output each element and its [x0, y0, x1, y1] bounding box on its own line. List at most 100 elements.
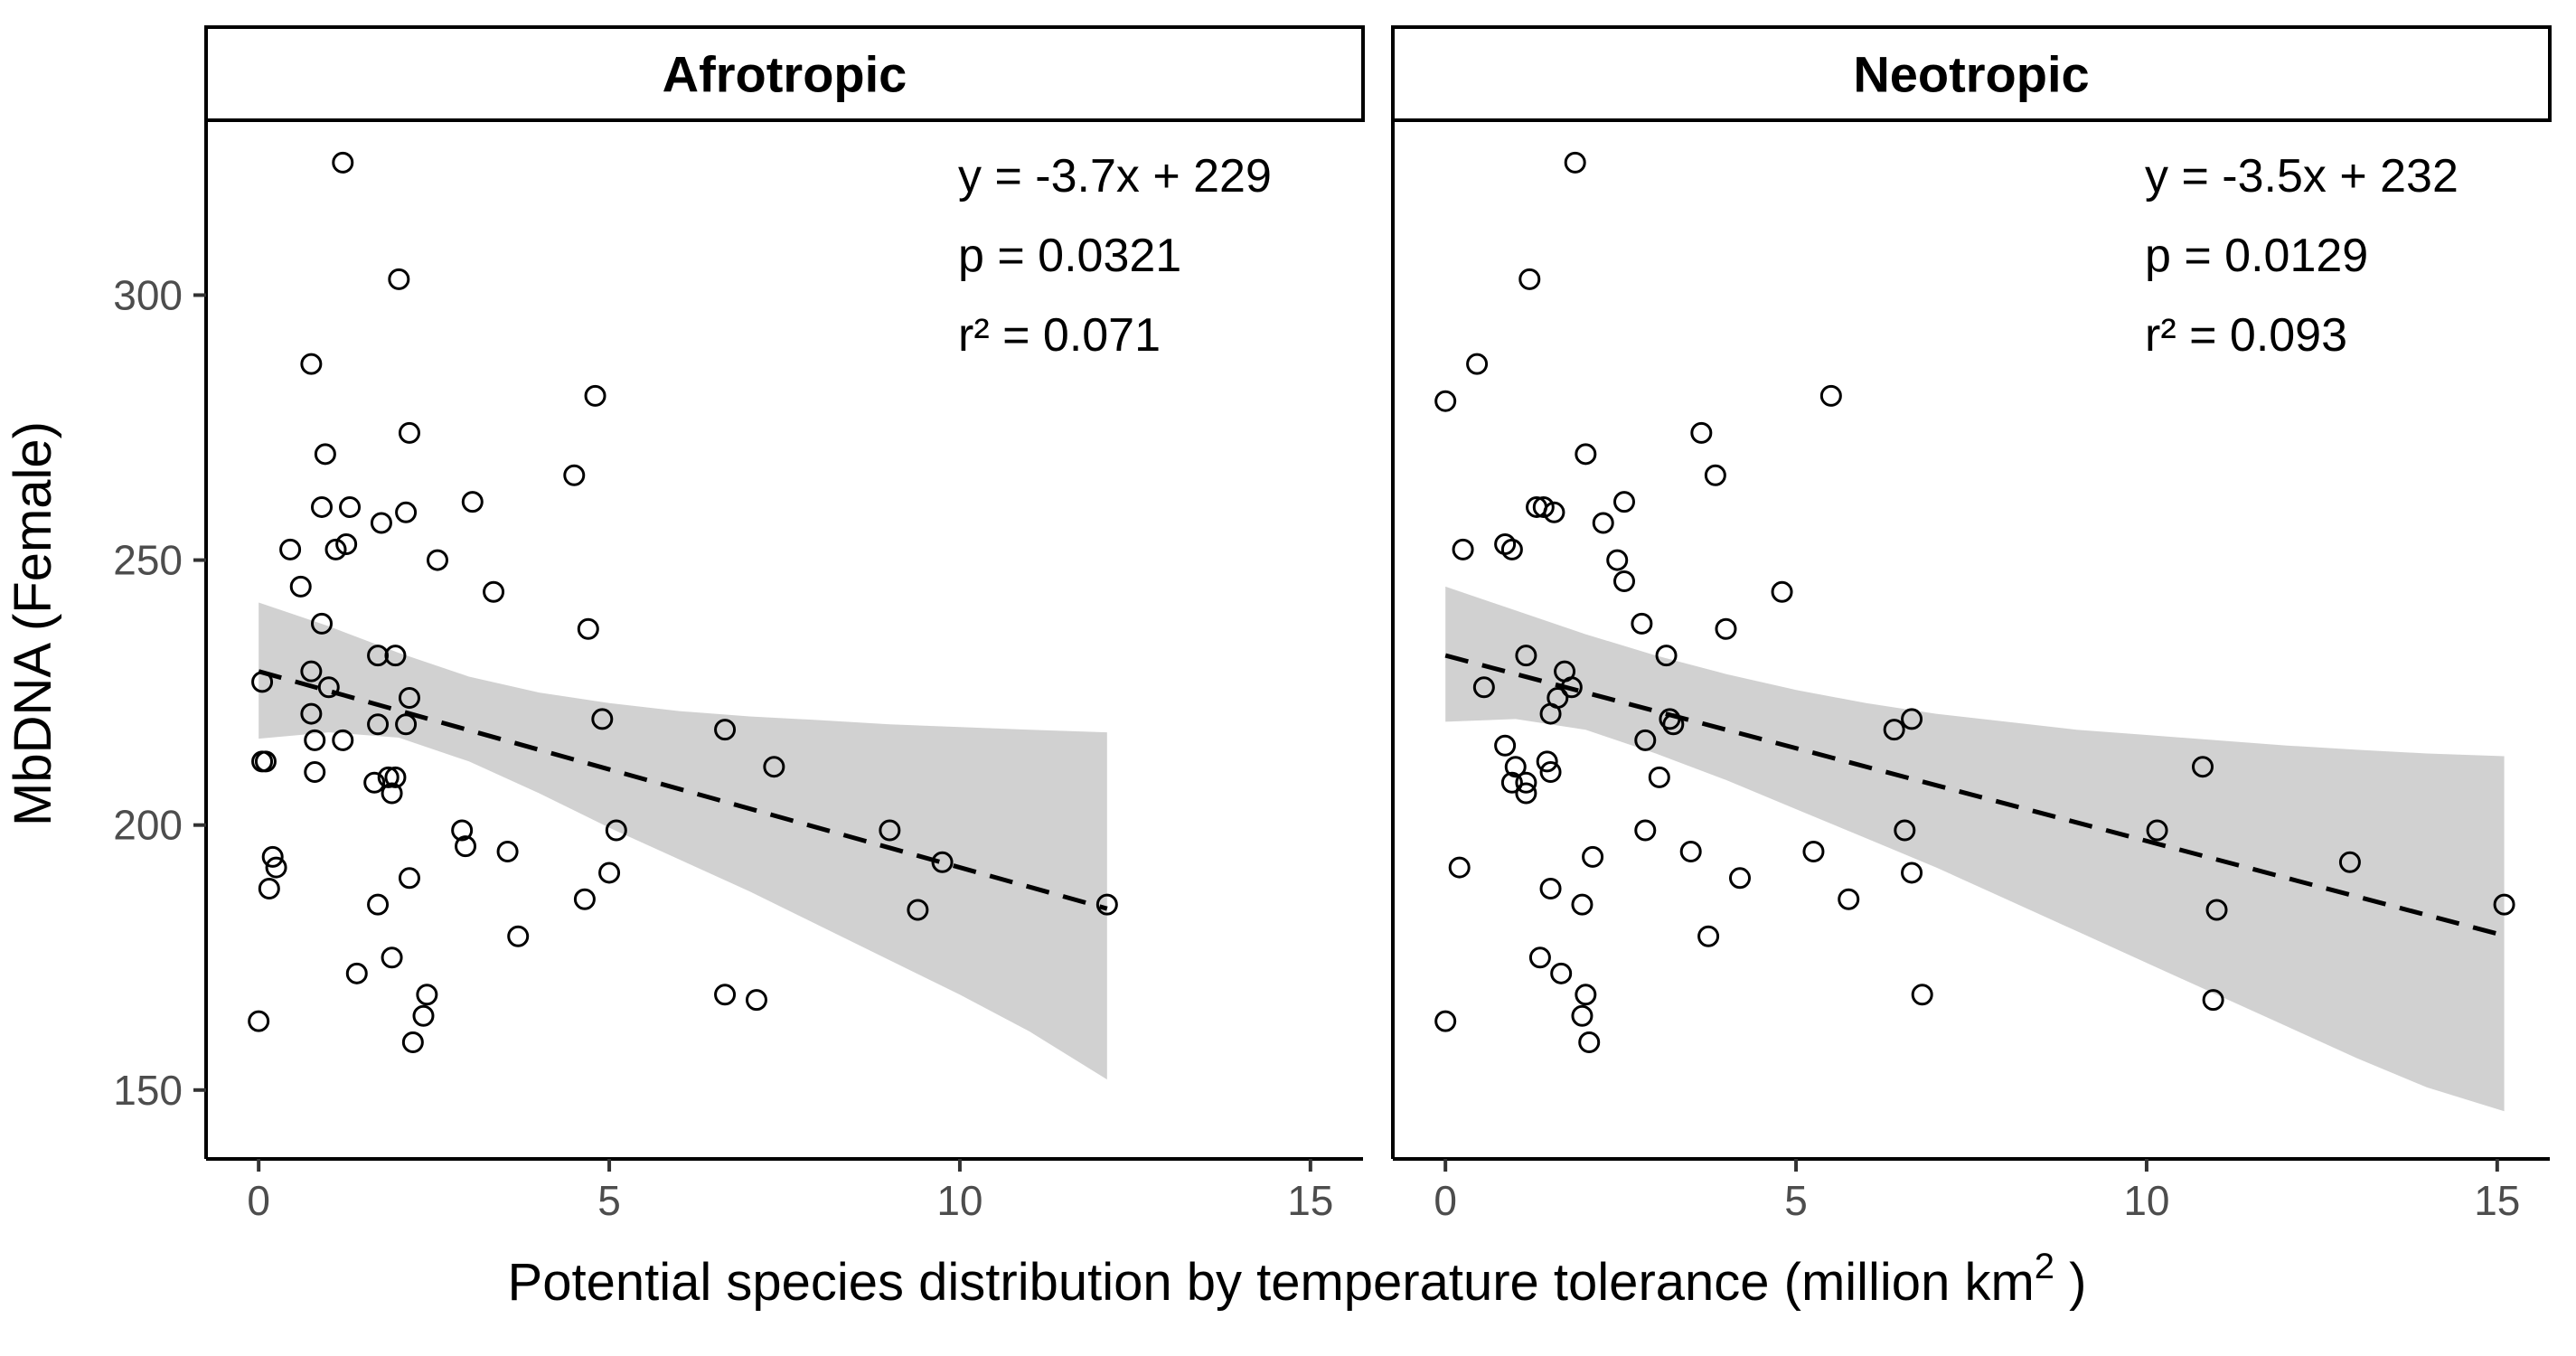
data-point [2202, 989, 2224, 1012]
data-point [455, 835, 477, 858]
data-point [1631, 612, 1653, 635]
data-point [1911, 984, 1933, 1006]
data-point [1655, 645, 1678, 667]
data-point [311, 495, 333, 518]
data-point [2146, 819, 2168, 842]
p-value-label: p = 0.0321 [958, 230, 1181, 282]
data-point [1466, 353, 1489, 375]
data-point [289, 575, 312, 598]
data-point [367, 645, 390, 667]
data-point [388, 268, 410, 290]
x-tick-label: 0 [1434, 1177, 1457, 1224]
data-point [1532, 495, 1555, 518]
data-point [248, 1010, 270, 1032]
data-point [332, 151, 354, 174]
data-point [1592, 512, 1614, 534]
data-point [598, 862, 621, 884]
data-point [314, 443, 336, 466]
data-point [1819, 384, 1842, 407]
data-point [416, 984, 438, 1006]
data-point [577, 617, 599, 640]
data-point [1472, 676, 1495, 699]
data-point [714, 984, 737, 1006]
data-point [1571, 1004, 1594, 1027]
data-point [714, 719, 737, 741]
data-point [395, 501, 418, 523]
data-point [507, 925, 530, 947]
data-point [335, 532, 358, 555]
x-tick-label: 10 [2123, 1177, 2169, 1224]
data-point [1500, 538, 1523, 560]
regression-line [258, 669, 1108, 911]
data-point [1515, 771, 1537, 794]
data-point [1448, 856, 1471, 879]
data-point [1634, 819, 1657, 842]
data-point [398, 421, 420, 444]
facet-title: Afrotropic [663, 46, 907, 103]
data-point [1613, 570, 1635, 593]
data-point [1539, 702, 1562, 725]
data-point [1704, 464, 1726, 486]
y-axis-title: MbDNA (Female) [4, 421, 62, 826]
data-point [345, 962, 368, 984]
data-point [1901, 862, 1923, 884]
data-point [2205, 899, 2228, 921]
data-point [1648, 766, 1670, 788]
data-point [1515, 645, 1537, 667]
data-point [1504, 756, 1527, 778]
data-point [377, 766, 400, 788]
data-point [265, 856, 287, 879]
x-axis-title-superscript: 2 [2035, 1247, 2054, 1286]
data-point [573, 888, 596, 910]
data-point [332, 729, 354, 751]
data-point [1564, 151, 1586, 174]
x-tick-label: 15 [2474, 1177, 2520, 1224]
x-tick-label: 5 [597, 1177, 621, 1224]
data-point [1613, 491, 1635, 513]
data-point [254, 750, 277, 773]
regression-equation: y = -3.7x + 229 [958, 150, 1272, 202]
data-point [304, 729, 326, 751]
data-point [384, 645, 407, 667]
data-point [258, 878, 280, 900]
data-point [339, 495, 362, 518]
facet-title: Neotropic [1853, 46, 2089, 103]
x-axis-title-suffix: ) [2054, 1253, 2086, 1312]
data-point [1575, 443, 1597, 466]
data-point [563, 464, 586, 486]
data-point [1901, 708, 1923, 730]
data-point [763, 756, 785, 778]
regression-line [1444, 653, 2505, 938]
data-point [745, 989, 767, 1012]
data-point [398, 686, 420, 709]
x-axis-title-main: Potential species distribution by temper… [508, 1253, 2035, 1312]
data-point [300, 353, 323, 375]
data-point [1095, 893, 1118, 916]
data-point [1515, 782, 1537, 805]
data-point [304, 761, 326, 784]
facet-strip [204, 25, 1365, 122]
data-point [483, 580, 505, 603]
data-point [1838, 888, 1860, 910]
data-point [381, 782, 403, 805]
data-point [907, 899, 929, 921]
data-point [1578, 1031, 1601, 1054]
data-point [1539, 761, 1562, 784]
data-point [401, 1031, 424, 1054]
data-point [398, 867, 420, 890]
data-point [1634, 729, 1657, 751]
data-point [1452, 538, 1474, 560]
data-point [584, 384, 606, 407]
data-point [1575, 984, 1597, 1006]
data-point [279, 538, 302, 560]
data-point [300, 660, 323, 683]
data-point [367, 713, 390, 736]
data-point [1690, 421, 1713, 444]
panel-afrotropic: Afrotropic 0 5 10 15 150 200 250 300 y = -3.7x + … [113, 25, 1365, 1224]
data-point [317, 676, 340, 699]
x-tick-label: 15 [1287, 1177, 1333, 1224]
x-axis-title: Potential species distribution by temper… [508, 1247, 2087, 1312]
data-point [1550, 962, 1573, 984]
r-squared-label: r² = 0.093 [2145, 309, 2347, 362]
